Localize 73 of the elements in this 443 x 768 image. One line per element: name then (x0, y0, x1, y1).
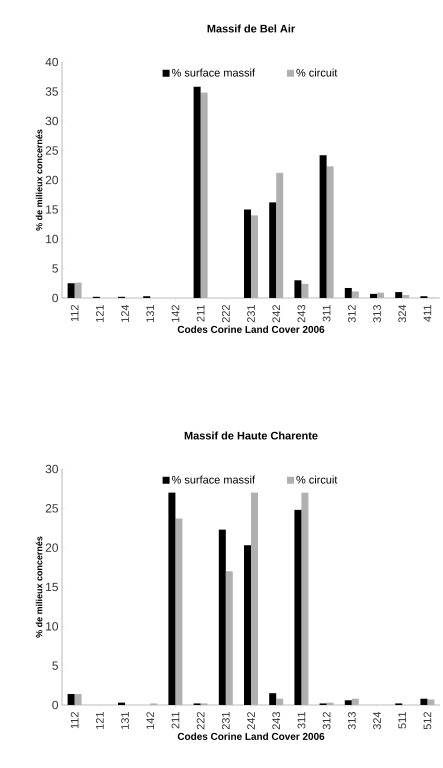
legend-label: % circuit (296, 476, 338, 484)
x-tick-label: 311 (322, 305, 330, 322)
bar (244, 209, 252, 298)
bar (168, 492, 176, 705)
x-tick-label: 313 (373, 305, 381, 322)
x-tick-label: 211 (172, 712, 180, 728)
x-tick-label: 311 (298, 712, 306, 729)
x-tick-label: 511 (398, 712, 406, 729)
x-tick-label: 512 (424, 712, 432, 730)
x-tick-label: 242 (272, 305, 280, 322)
legend-label: % surface massif (172, 68, 256, 77)
y-axis-title: % de milieux concernés (36, 536, 42, 638)
x-tick-label: 121 (96, 305, 104, 322)
bar (244, 545, 252, 705)
x-tick-label: 231 (222, 712, 230, 730)
chart-title: Massif de Bel Air (208, 24, 295, 32)
x-tick-label: 231 (247, 305, 255, 322)
y-tick-label: 0 (52, 294, 58, 302)
bar (370, 294, 378, 298)
x-tick-label: 324 (398, 304, 406, 322)
x-tick-label: 411 (424, 305, 432, 322)
y-tick-label: 10 (46, 622, 58, 631)
bar (68, 694, 75, 705)
y-tick-label: 30 (46, 116, 58, 126)
y-tick-label: 5 (52, 264, 58, 273)
x-tick-label: 312 (322, 712, 330, 730)
bar (194, 86, 201, 298)
y-tick-label: 20 (46, 543, 58, 552)
y-tick-label: 25 (46, 146, 58, 155)
x-tick-label: 131 (146, 305, 154, 322)
bar (420, 698, 428, 705)
x-tick-label: 112 (70, 305, 78, 322)
bar (320, 155, 327, 298)
x-tick-label: 222 (222, 305, 230, 322)
legend-label: % surface massif (172, 476, 256, 484)
legend-label: % circuit (296, 68, 338, 77)
bar (344, 288, 352, 298)
x-tick-label: 124 (121, 304, 129, 322)
bar (68, 283, 75, 298)
y-tick-label: 20 (46, 176, 58, 184)
x-tick-label: 211 (196, 305, 204, 322)
y-tick-label: 15 (46, 205, 58, 214)
x-tick-label: 324 (373, 712, 381, 730)
x-tick-label: 142 (172, 305, 180, 322)
y-tick-label: 5 (52, 662, 58, 670)
bar (294, 510, 302, 705)
bar (294, 280, 302, 298)
x-axis-title: Codes Corine Land Cover 2006 (178, 732, 324, 740)
x-tick-label: 313 (348, 712, 356, 730)
y-axis-title: % de milieux concernés (36, 130, 42, 231)
x-tick-label: 121 (96, 712, 104, 729)
bar (218, 530, 226, 705)
x-tick-label: 222 (196, 712, 204, 730)
y-tick-label: 0 (52, 700, 58, 710)
x-axis-title: Codes Corine Land Cover 2006 (178, 326, 324, 333)
x-tick-label: 243 (272, 712, 280, 730)
y-tick-label: 40 (45, 58, 58, 66)
bar (344, 700, 352, 705)
x-tick-label: 312 (348, 305, 356, 322)
y-tick-label: 35 (46, 87, 58, 96)
bar (395, 292, 402, 298)
y-tick-label: 15 (46, 582, 58, 592)
x-tick-label: 112 (70, 712, 78, 728)
bar (269, 202, 276, 298)
chart-title: Massif de Haute Charente (184, 431, 318, 440)
y-tick-label: 25 (46, 504, 58, 513)
y-tick-label: 30 (46, 464, 58, 474)
x-tick-label: 142 (146, 712, 154, 729)
y-tick-label: 10 (46, 234, 58, 244)
x-tick-label: 242 (247, 712, 255, 730)
bar (269, 693, 276, 705)
x-tick-label: 131 (121, 712, 129, 729)
x-tick-label: 243 (298, 305, 306, 322)
